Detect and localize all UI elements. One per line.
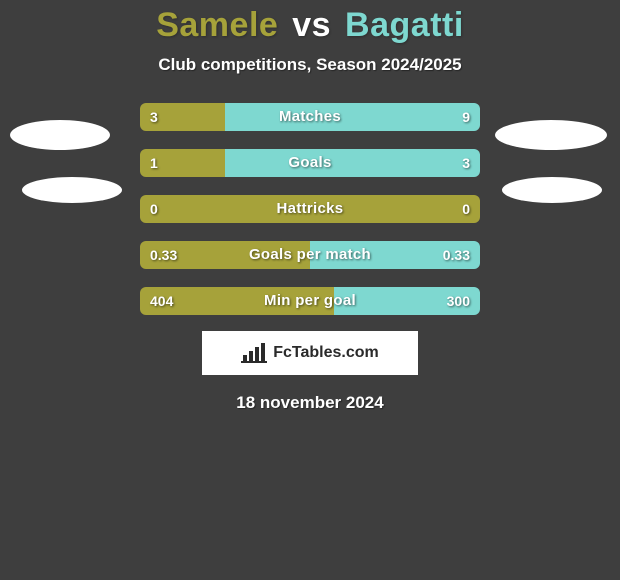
player2-name: Bagatti [345, 6, 464, 44]
stat-bar-right [334, 287, 480, 315]
stat-bar-right [225, 149, 480, 177]
stat-bar-left [140, 195, 480, 223]
decor-ellipse [502, 177, 602, 203]
subtitle: Club competitions, Season 2024/2025 [0, 55, 620, 75]
stat-bar-left [140, 149, 225, 177]
stat-bar-left [140, 287, 334, 315]
stat-bar-right [225, 103, 480, 131]
decor-ellipse [495, 120, 607, 150]
stat-bar-left [140, 241, 310, 269]
player1-name: Samele [156, 6, 278, 44]
comparison-infographic: Samele vs Bagatti Club competitions, Sea… [0, 0, 620, 580]
source-badge: FcTables.com [202, 331, 418, 375]
stat-row: 13Goals [140, 149, 480, 177]
stat-row: 39Matches [140, 103, 480, 131]
bar-chart-icon [241, 343, 267, 363]
stat-bar-right [310, 241, 480, 269]
stat-row: 404300Min per goal [140, 287, 480, 315]
source-badge-text: FcTables.com [273, 344, 379, 362]
footer-date: 18 november 2024 [0, 393, 620, 413]
comparison-bars: 39Matches 13Goals 00Hattricks 0.330.33Goals… [140, 103, 480, 315]
page-title: Samele vs Bagatti [0, 0, 620, 45]
vs-label: vs [292, 6, 331, 44]
stat-bar-left [140, 103, 225, 131]
stat-row: 00Hattricks [140, 195, 480, 223]
decor-ellipse [22, 177, 122, 203]
decor-ellipse [10, 120, 110, 150]
stat-row: 0.330.33Goals per match [140, 241, 480, 269]
